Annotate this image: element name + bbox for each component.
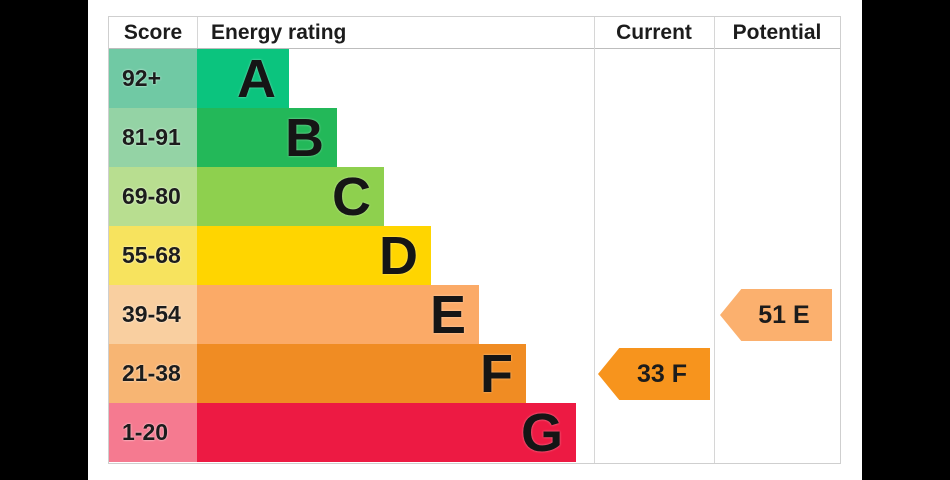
rating-letter: C [332, 166, 371, 227]
score-band-label: 55-68 [109, 226, 197, 285]
rating-letter: E [429, 284, 466, 345]
score-band-label: 81-91 [109, 108, 197, 167]
rating-bar-g: G [197, 403, 576, 462]
rating-letter: D [379, 225, 418, 286]
rating-row-d: 55-68 D [109, 226, 594, 285]
rating-letter: G [520, 402, 563, 463]
table-header: Score Energy rating Current Potential [109, 17, 840, 49]
score-band-label: 69-80 [109, 167, 197, 226]
rating-row-b: 81-91 B [109, 108, 594, 167]
potential-rating-arrow: 51 E [720, 289, 832, 341]
rating-row-f: 21-38 F [109, 344, 594, 403]
rating-bar-d: D [197, 226, 431, 285]
rating-bar-a: A [197, 49, 289, 108]
rating-letter: F [480, 343, 513, 404]
rating-rows: 92+ A 81-91 B 69-80 C 55-68 D [109, 49, 594, 462]
current-column-header: Current [616, 20, 692, 44]
rating-row-e: 39-54 E [109, 285, 594, 344]
score-column-header: Score [123, 20, 183, 44]
chart-panel: Score Energy rating Current Potential 92… [88, 0, 862, 480]
score-band-label: 92+ [109, 49, 197, 108]
rating-bar-c: C [197, 167, 384, 226]
potential-rating-value: 51 E [758, 300, 810, 329]
score-band-label: 21-38 [109, 344, 197, 403]
rating-row-g: 1-20 G [109, 403, 594, 462]
potential-column-divider [714, 17, 715, 463]
score-column-divider [197, 17, 198, 48]
potential-column-header: Potential [732, 20, 822, 44]
rating-row-c: 69-80 C [109, 167, 594, 226]
score-band-label: 39-54 [109, 285, 197, 344]
rating-letter: A [237, 48, 276, 109]
score-band-label: 1-20 [109, 403, 197, 462]
epc-rating-table: Score Energy rating Current Potential 92… [108, 16, 841, 464]
current-column-divider [594, 17, 595, 463]
rating-bar-e: E [197, 285, 479, 344]
rating-letter: B [285, 107, 324, 168]
energy-rating-column-header: Energy rating [211, 20, 347, 44]
rating-bar-b: B [197, 108, 337, 167]
rating-row-a: 92+ A [109, 49, 594, 108]
current-rating-value: 33 F [636, 359, 688, 388]
current-rating-arrow: 33 F [598, 348, 710, 400]
rating-bar-f: F [197, 344, 526, 403]
